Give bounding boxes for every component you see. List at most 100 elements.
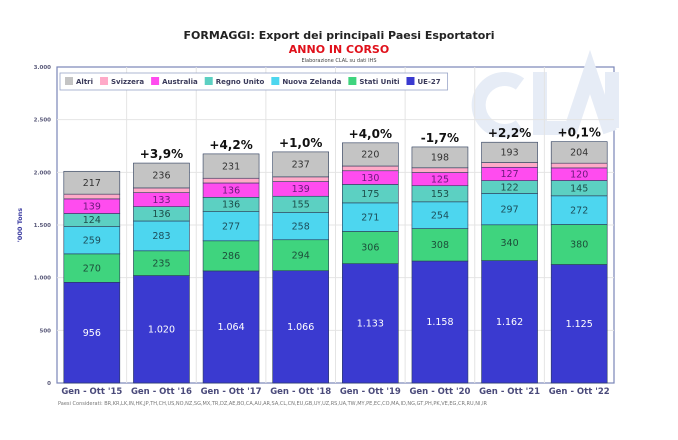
data-label: 1.162 — [496, 317, 523, 328]
data-label: 1.125 — [566, 319, 593, 330]
data-label: 235 — [152, 258, 170, 269]
data-label: 175 — [361, 189, 379, 200]
data-label: 153 — [431, 189, 449, 200]
data-label: 125 — [431, 174, 449, 185]
data-label: 308 — [431, 240, 449, 251]
y-tick-label: 2.500 — [34, 118, 52, 124]
legend-label: Australia — [162, 78, 198, 86]
legend-label: Nuova Zelanda — [282, 78, 341, 86]
bar-segment-stati-uniti — [133, 250, 190, 276]
x-tick-label: Gen - Ott '20 — [409, 387, 470, 397]
data-label: 270 — [83, 263, 101, 274]
legend-label: Altri — [76, 78, 93, 86]
data-label: 136 — [152, 209, 170, 220]
data-label: 380 — [570, 240, 588, 251]
chart-credit: Elaborazione CLAL su dati IHS — [301, 58, 377, 64]
data-label: 124 — [83, 215, 101, 226]
bar-segment-stati-uniti — [481, 224, 538, 261]
data-label: 283 — [152, 231, 170, 242]
data-label: 1.133 — [357, 319, 384, 330]
bar-segment-nuova-zelanda — [411, 201, 469, 229]
legend-swatch — [406, 77, 415, 85]
bar-segment-altri — [133, 162, 190, 189]
y-tick-label: 1.000 — [34, 276, 52, 282]
y-tick-label: 3.000 — [34, 65, 52, 71]
bar-segment-svizzera — [133, 187, 190, 193]
data-label: 286 — [222, 251, 240, 262]
bar-segment-altri — [481, 141, 538, 163]
data-label: 145 — [570, 183, 588, 194]
legend-swatch — [151, 77, 160, 85]
bar-segment-ue-27 — [481, 260, 538, 384]
data-label: 217 — [83, 178, 101, 189]
bar-segment-altri — [272, 151, 329, 178]
data-label: 127 — [500, 169, 518, 180]
data-label: 130 — [361, 173, 379, 184]
bar-segment-nuova-zelanda — [202, 211, 260, 242]
data-label: 277 — [222, 221, 240, 232]
data-label: 272 — [570, 205, 588, 216]
data-label: 1.064 — [217, 322, 244, 333]
chart-subtitle: ANNO IN CORSO — [288, 43, 390, 56]
data-label: 271 — [361, 212, 379, 223]
y-tick-label: 2.000 — [34, 170, 52, 176]
bar-segment-stati-uniti — [202, 240, 260, 272]
y-tick-label: 500 — [40, 328, 52, 334]
legend-label: UE-27 — [417, 78, 440, 86]
data-label: 294 — [292, 250, 310, 261]
data-label: 220 — [361, 150, 379, 161]
bar-segment-stati-uniti — [63, 253, 121, 283]
data-label: 236 — [152, 171, 170, 182]
growth-label: +4,2% — [209, 138, 252, 152]
data-label: 259 — [83, 235, 101, 246]
growth-label: +1,0% — [279, 136, 322, 150]
x-tick-label: Gen - Ott '19 — [340, 387, 401, 397]
growth-label: +4,0% — [349, 127, 392, 141]
y-tick-label: 0 — [47, 381, 51, 387]
data-label: 306 — [361, 243, 379, 254]
data-label: 1.020 — [148, 324, 175, 335]
legend-swatch — [65, 77, 73, 85]
bar-segment-svizzera — [342, 165, 399, 172]
x-tick-label: Gen - Ott '22 — [549, 387, 610, 397]
bar-segment-nuova-zelanda — [133, 220, 190, 252]
bar-segment-ue-27 — [272, 270, 329, 384]
bar-segment-svizzera — [481, 162, 538, 168]
legend-label: Stati Uniti — [359, 78, 399, 86]
bar-segment-nuova-zelanda — [481, 193, 538, 226]
bar-segment-altri — [202, 153, 260, 179]
growth-label: +3,9% — [140, 147, 183, 161]
bar-segment-altri — [411, 146, 469, 169]
bar-segment-nuova-zelanda — [550, 195, 608, 225]
x-tick-label: Gen - Ott '16 — [131, 387, 192, 397]
data-label: 139 — [292, 184, 310, 195]
bar-segment-altri — [63, 170, 121, 195]
watermark-logo — [471, 72, 525, 138]
bar-segment-svizzera — [550, 162, 608, 169]
growth-label: +2,2% — [488, 126, 531, 140]
legend-swatch — [100, 77, 109, 85]
bar-segment-stati-uniti — [550, 224, 608, 265]
growth-label: +0,1% — [558, 126, 601, 140]
data-label: 120 — [570, 169, 588, 180]
bar-segment-ue-27 — [63, 282, 121, 384]
x-tick-label: Gen - Ott '21 — [479, 387, 540, 397]
bar-segment-ue-27 — [202, 270, 260, 384]
x-tick-label: Gen - Ott '18 — [270, 387, 331, 397]
data-label: 297 — [500, 204, 518, 215]
data-label: 136 — [222, 200, 240, 211]
data-label: 136 — [222, 185, 240, 196]
bar-segment-ue-27 — [342, 263, 399, 384]
data-label: 139 — [83, 201, 101, 212]
bar-segment-nuova-zelanda — [342, 202, 399, 232]
bar-segment-svizzera — [272, 176, 329, 182]
bar-segment-svizzera — [411, 167, 469, 173]
bar-segment-stati-uniti — [272, 239, 329, 272]
legend-swatch — [204, 77, 213, 85]
data-label: 340 — [500, 238, 518, 249]
legend-swatch — [271, 77, 280, 85]
x-tick-label: Gen - Ott '17 — [201, 387, 262, 397]
data-label: 204 — [570, 148, 588, 159]
data-label: 258 — [292, 221, 310, 232]
